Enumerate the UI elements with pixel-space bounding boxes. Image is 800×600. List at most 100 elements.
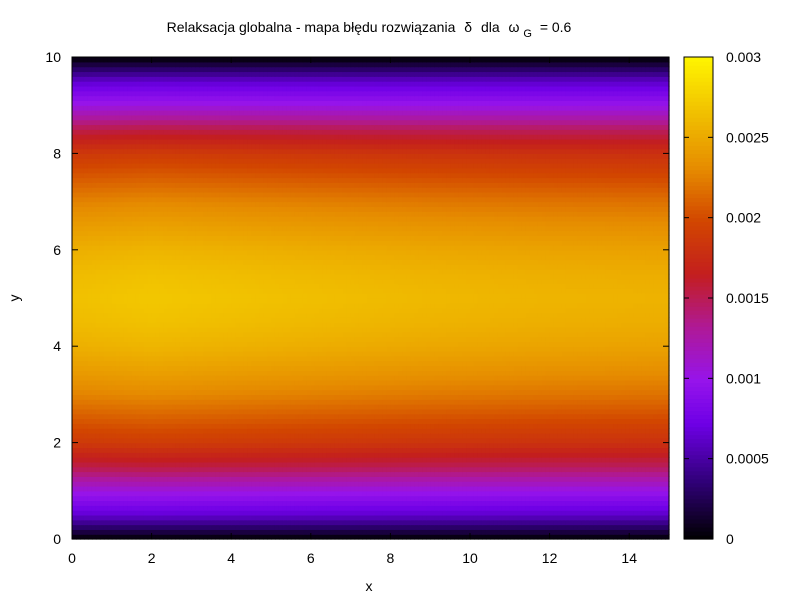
heatmap-cell: [589, 404, 594, 410]
heatmap-cell: [215, 481, 220, 487]
heatmap-cell: [370, 457, 376, 463]
heatmap-cell: [509, 505, 515, 511]
heatmap-cell: [79, 457, 85, 463]
heatmap-cell: [278, 519, 284, 526]
heatmap-cell: [219, 432, 224, 439]
heatmap-cell: [517, 394, 523, 400]
heatmap-cell: [207, 389, 212, 395]
heatmap-cell: [131, 437, 137, 444]
heatmap-cell: [235, 404, 240, 410]
heatmap-cell: [83, 428, 89, 434]
heatmap-cell: [649, 466, 654, 473]
heatmap-cell: [665, 432, 670, 439]
heatmap-cell: [625, 476, 630, 482]
heatmap-cell: [434, 514, 439, 521]
heatmap-cell: [123, 379, 129, 386]
heatmap-cell: [621, 408, 626, 415]
heatmap-cell: [390, 457, 395, 463]
heatmap-cell: [290, 461, 296, 468]
heatmap-cell: [171, 529, 177, 535]
heatmap-cell: [302, 495, 308, 502]
heatmap-cell: [525, 457, 531, 463]
heatmap-cell: [135, 379, 141, 386]
heatmap-cell: [314, 384, 320, 391]
heatmap-cell: [155, 442, 161, 449]
heatmap-cell: [139, 423, 145, 429]
heatmap-cell: [314, 452, 320, 458]
heatmap-cell: [151, 375, 157, 381]
heatmap-cell: [370, 471, 376, 477]
heatmap-cell: [322, 461, 328, 468]
heatmap-cell: [545, 485, 551, 492]
heatmap-cell: [637, 466, 642, 473]
heatmap-cell: [493, 408, 499, 415]
heatmap-cell: [573, 432, 579, 439]
heatmap-cell: [442, 384, 447, 391]
heatmap-cell: [318, 404, 324, 410]
heatmap-cell: [517, 379, 523, 386]
heatmap-cell: [637, 432, 642, 439]
heatmap-cell: [561, 524, 567, 530]
heatmap-cell: [99, 490, 105, 497]
heatmap-cell: [243, 500, 248, 506]
heatmap-cell: [123, 399, 129, 405]
heatmap-cell: [243, 408, 248, 415]
heatmap-cell: [207, 375, 212, 381]
heatmap-cell: [410, 481, 415, 487]
heatmap-cell: [617, 447, 622, 453]
heatmap-cell: [211, 437, 216, 444]
heatmap-cell: [354, 495, 360, 502]
heatmap-cell: [633, 432, 638, 439]
heatmap-cell: [135, 510, 141, 516]
heatmap-cell: [127, 437, 133, 444]
heatmap-cell: [271, 476, 276, 482]
heatmap-cell: [227, 481, 232, 487]
heatmap-cell: [358, 394, 364, 400]
heatmap-cell: [211, 379, 216, 386]
heatmap-cell: [282, 490, 288, 497]
heatmap-cell: [545, 442, 551, 449]
heatmap-cell: [414, 389, 419, 395]
heatmap-cell: [489, 384, 495, 391]
heatmap-cell: [103, 418, 109, 424]
heatmap-cell: [151, 481, 157, 487]
heatmap-cell: [175, 413, 181, 420]
heatmap-cell: [565, 379, 571, 386]
heatmap-cell: [545, 413, 551, 420]
heatmap-cell: [91, 457, 97, 463]
heatmap-cell: [286, 529, 292, 535]
heatmap-cell: [282, 500, 288, 506]
heatmap-cell: [434, 481, 439, 487]
heatmap-cell: [215, 519, 220, 526]
heatmap-cell: [466, 442, 471, 449]
heatmap-cell: [585, 408, 590, 415]
heatmap-cell: [334, 485, 340, 492]
heatmap-cell: [72, 505, 77, 511]
heatmap-cell: [163, 394, 169, 400]
heatmap-cell: [247, 423, 252, 429]
heatmap-cell: [107, 447, 113, 453]
heatmap-cell: [326, 534, 332, 540]
heatmap-cell: [346, 428, 352, 434]
heatmap-cell: [247, 418, 252, 424]
heatmap-cell: [434, 389, 439, 395]
heatmap-cell: [314, 529, 320, 535]
heatmap-cell: [549, 461, 555, 468]
heatmap-cell: [302, 428, 308, 434]
heatmap-cell: [207, 408, 212, 415]
heatmap-cell: [338, 481, 344, 487]
heatmap-cell: [450, 418, 455, 424]
heatmap-cell: [557, 461, 563, 468]
heatmap-cell: [458, 423, 463, 429]
heatmap-cell: [581, 476, 587, 482]
heatmap-cell: [135, 437, 141, 444]
heatmap-cell: [259, 404, 264, 410]
heatmap-cell: [95, 471, 101, 477]
heatmap-cell: [497, 485, 503, 492]
heatmap-cell: [91, 418, 97, 424]
heatmap-cell: [477, 399, 483, 405]
heatmap-cell: [462, 452, 467, 458]
heatmap-cell: [390, 399, 395, 405]
heatmap-cell: [645, 485, 650, 492]
heatmap-cell: [549, 428, 555, 434]
